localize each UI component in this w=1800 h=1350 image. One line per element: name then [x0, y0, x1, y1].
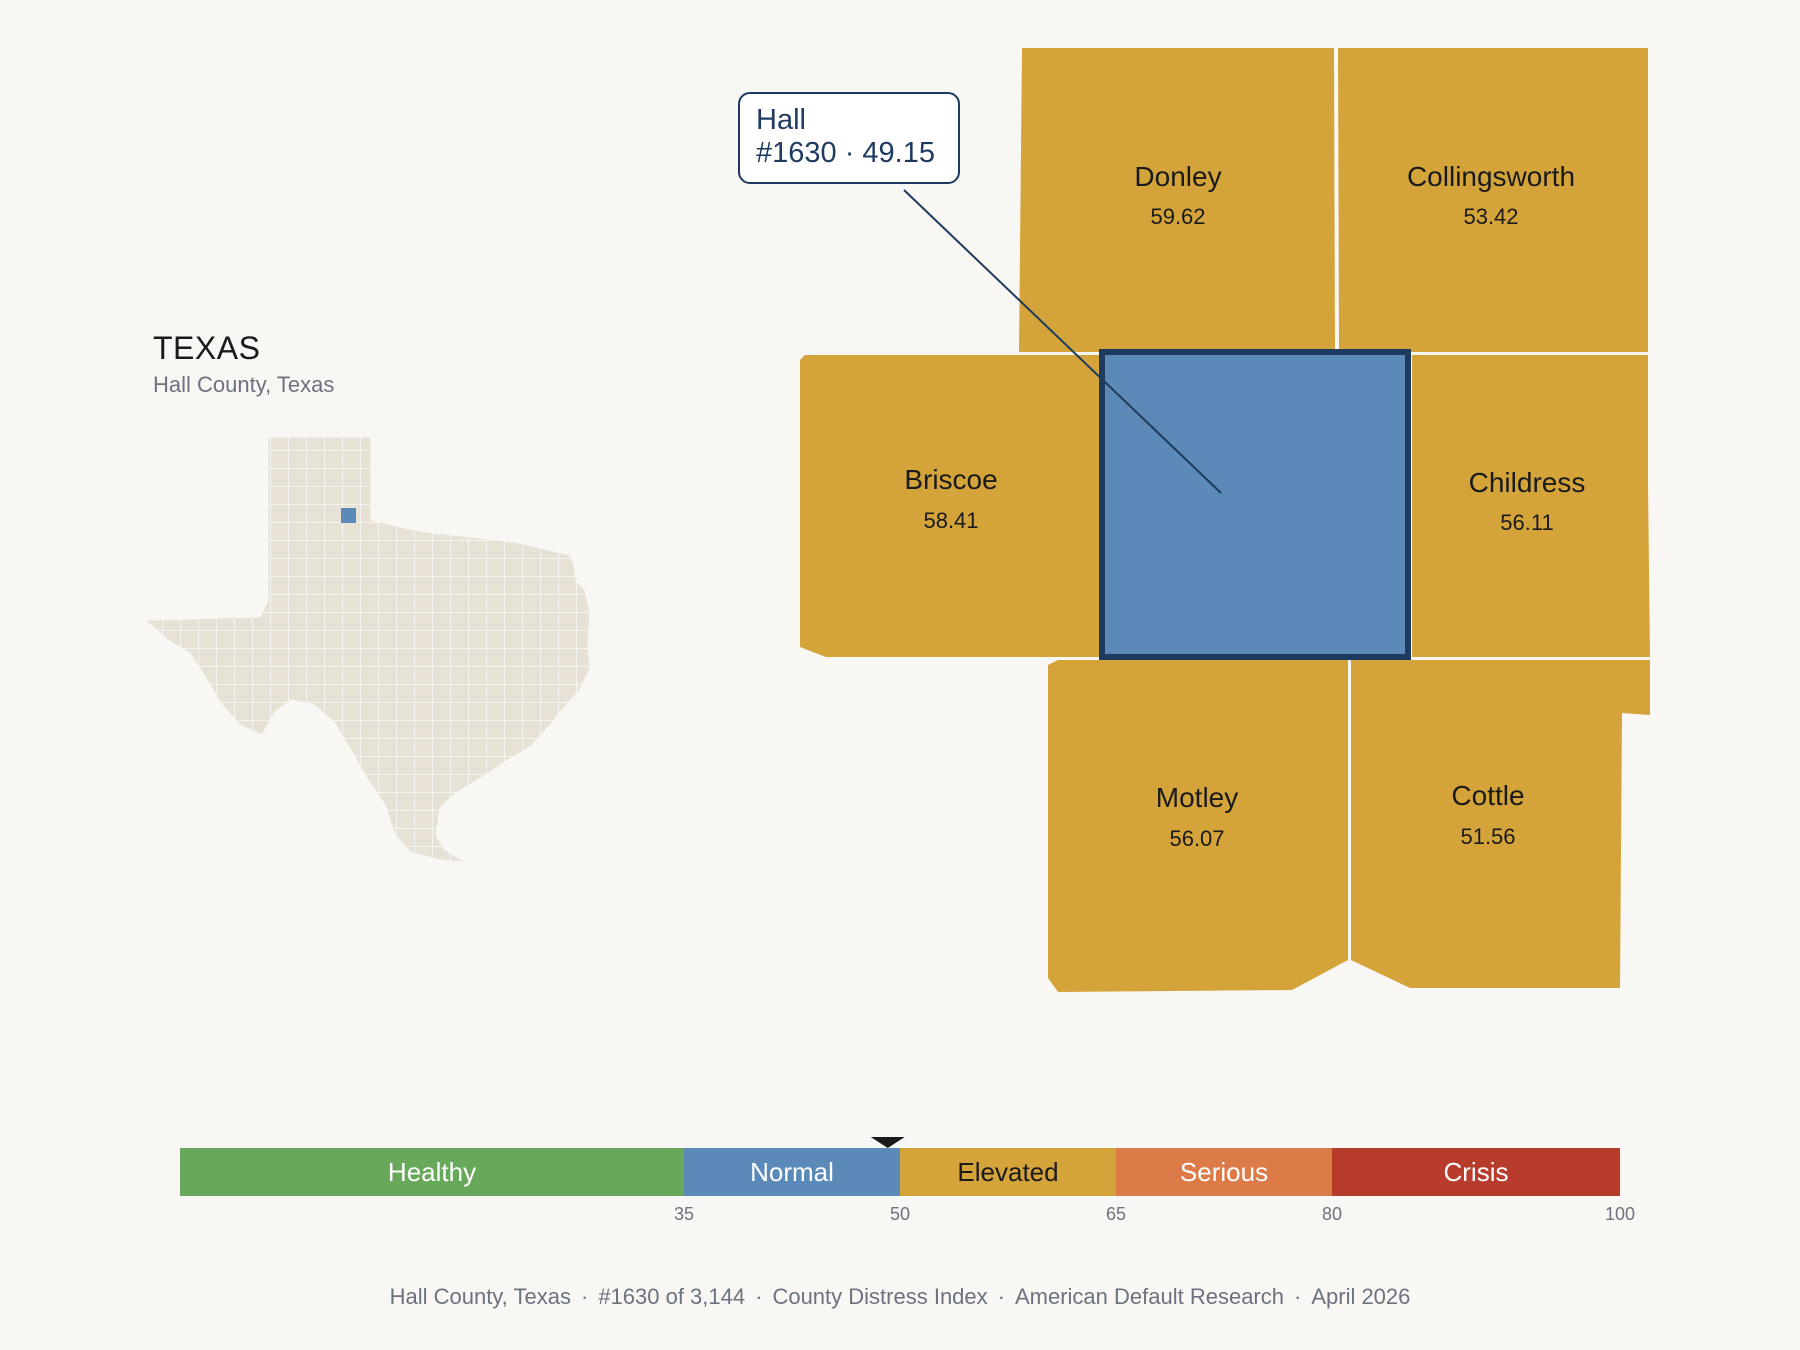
scale-band-label: Serious [1180, 1157, 1268, 1187]
label-motley: Motley [1156, 782, 1238, 813]
footer-separator: · [580, 1284, 589, 1309]
footer-source: American Default Research [1014, 1284, 1284, 1309]
scale-marker-icon [870, 1137, 905, 1148]
callout-county-name: Hall [756, 104, 806, 136]
value-donley: 59.62 [1150, 204, 1205, 229]
callout-leader-line [903, 189, 1222, 494]
value-collingsworth: 53.42 [1463, 204, 1518, 229]
scale-band-elevated [900, 1148, 1116, 1196]
scale-tick-label: 35 [674, 1204, 694, 1224]
footer-date: April 2026 [1311, 1284, 1411, 1309]
footer-rank: #1630 of 3,144 [598, 1284, 746, 1309]
neighbor-counties [800, 48, 1650, 992]
scale-band-label: Crisis [1444, 1157, 1509, 1187]
scale-tick-label: 80 [1322, 1204, 1342, 1224]
county-motley [1048, 660, 1348, 992]
value-briscoe: 58.41 [923, 508, 978, 533]
county-collingsworth [1338, 48, 1648, 352]
county-hall [1099, 349, 1411, 660]
label-donley: Donley [1134, 161, 1221, 192]
texas-inset-map [143, 436, 591, 863]
label-cottle: Cottle [1451, 780, 1524, 811]
footer-separator: · [1294, 1284, 1302, 1309]
label-childress: Childress [1469, 467, 1586, 498]
county-cottle [1351, 660, 1650, 988]
scale-band-healthy [180, 1148, 684, 1196]
scale-tick-label: 65 [1106, 1204, 1126, 1224]
focus-callout: Hall #1630 · 49.15 [738, 92, 960, 184]
county-labels: Donley 59.62 Collingsworth 53.42 Briscoe… [904, 161, 1585, 851]
footer: Hall County, Texas · #1630 of 3,144 · County… [0, 1284, 1800, 1310]
scale-band-serious [1116, 1148, 1332, 1196]
scale-band-label: Healthy [388, 1157, 476, 1187]
value-cottle: 51.56 [1460, 824, 1515, 849]
scale-band-label: Normal [750, 1157, 834, 1187]
label-collingsworth: Collingsworth [1407, 161, 1575, 192]
value-childress: 56.11 [1500, 510, 1553, 535]
callout-rank-score: #1630 · 49.15 [756, 137, 935, 169]
scale-band-label: Elevated [957, 1157, 1058, 1187]
hall-county-inset [341, 508, 356, 523]
value-motley: 56.07 [1169, 826, 1224, 851]
scale-tick-label: 50 [890, 1204, 910, 1224]
scale-band-crisis [1332, 1148, 1620, 1196]
state-subtitle: Hall County, Texas [153, 372, 335, 397]
scale-tick-label: 100 [1605, 1204, 1635, 1224]
scale-band-normal [684, 1148, 900, 1196]
footer-separator: · [755, 1284, 763, 1309]
footer-separator: · [997, 1284, 1005, 1309]
county-donley [1019, 48, 1335, 352]
footer-index: County Distress Index [772, 1284, 988, 1309]
distress-scale-legend: Healthy Normal Elevated Serious Crisis 35 50 65… [180, 1137, 1635, 1224]
state-title: TEXAS [153, 330, 261, 366]
label-briscoe: Briscoe [904, 464, 997, 495]
texas-outline [143, 436, 591, 863]
footer-county: Hall County, Texas [389, 1284, 571, 1309]
county-childress [1412, 355, 1650, 657]
county-briscoe [800, 355, 1100, 657]
